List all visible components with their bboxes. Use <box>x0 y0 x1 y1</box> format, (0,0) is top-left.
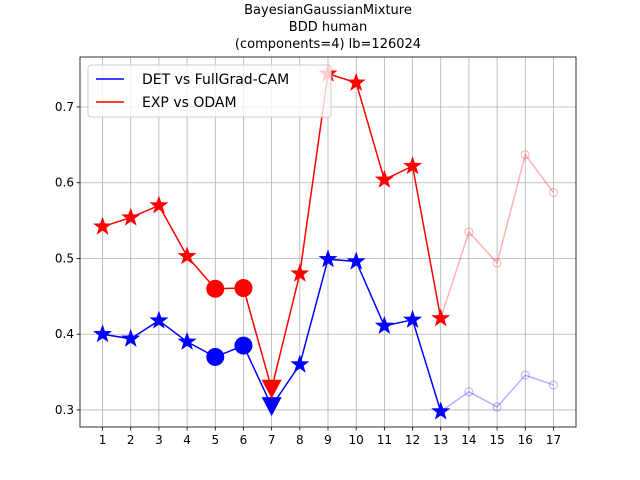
y-tick-label: 0.3 <box>55 403 74 417</box>
star-marker <box>403 309 423 328</box>
x-tick-label: 2 <box>127 433 135 447</box>
star-marker <box>149 310 169 329</box>
chart-subtitle: BDD human <box>289 20 367 35</box>
star-marker <box>346 251 366 270</box>
circle-marker <box>206 279 225 298</box>
faded-line <box>440 374 554 413</box>
star-marker <box>290 263 310 282</box>
x-tick-label: 1 <box>99 433 107 447</box>
chart-subtitle: (components=4) lb=126024 <box>235 37 421 52</box>
circle-marker <box>206 347 225 366</box>
star-marker <box>177 331 197 350</box>
x-tick-label: 9 <box>324 433 332 447</box>
circle-marker <box>234 279 253 298</box>
triangle-marker <box>261 379 282 399</box>
star-marker <box>318 249 338 268</box>
x-tick-label: 6 <box>240 433 248 447</box>
x-tick-label: 13 <box>433 433 448 447</box>
x-tick-label: 8 <box>296 433 304 447</box>
x-tick-label: 11 <box>377 433 392 447</box>
triangle-marker <box>261 397 282 417</box>
faded-marker <box>548 188 558 198</box>
star-marker <box>290 354 310 373</box>
star-marker <box>431 401 451 420</box>
faded-line <box>440 153 555 319</box>
star-marker <box>374 169 394 188</box>
y-tick-label: 0.6 <box>55 176 74 190</box>
star-marker <box>93 216 113 235</box>
x-tick-label: 17 <box>546 433 561 447</box>
star-marker <box>431 308 451 327</box>
star-marker <box>93 324 113 343</box>
faded-marker <box>492 402 502 412</box>
y-tick-label: 0.4 <box>55 327 74 341</box>
legend-box <box>87 64 332 118</box>
star-marker <box>374 315 394 334</box>
star-marker <box>149 195 169 214</box>
star-marker <box>403 156 423 175</box>
legend-label: EXP vs ODAM <box>142 95 237 111</box>
plot-frame <box>79 56 577 428</box>
x-tick-label: 3 <box>155 433 163 447</box>
x-tick-label: 4 <box>183 433 191 447</box>
x-tick-label: 16 <box>518 433 533 447</box>
y-tick-label: 0.5 <box>55 251 74 265</box>
x-tick-label: 7 <box>268 433 276 447</box>
star-marker <box>121 207 141 226</box>
x-tick-label: 10 <box>349 433 364 447</box>
faded-marker <box>464 227 474 237</box>
star-marker <box>121 328 141 347</box>
legend: DET vs FullGrad-CAM EXP vs ODAM <box>87 64 332 118</box>
y-tick-label: 0.7 <box>55 100 74 114</box>
x-tick-label: 15 <box>489 433 504 447</box>
star-marker <box>346 72 366 91</box>
x-tick-label: 12 <box>405 433 420 447</box>
faded-marker <box>464 387 474 397</box>
faded-marker <box>492 258 502 268</box>
faded-marker <box>520 370 530 380</box>
x-tick-label: 14 <box>461 433 476 447</box>
faded-marker <box>548 380 558 390</box>
circle-marker <box>234 336 253 355</box>
legend-label: DET vs FullGrad-CAM <box>142 72 289 88</box>
star-marker <box>177 246 197 265</box>
x-tick-label: 5 <box>211 433 219 447</box>
title-group: BayesianGaussianMixture BDD human (compo… <box>235 3 421 52</box>
faded-marker <box>520 150 530 160</box>
chart-title: BayesianGaussianMixture <box>244 3 412 18</box>
